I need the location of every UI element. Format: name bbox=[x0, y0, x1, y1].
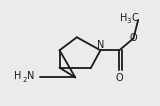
Text: 3: 3 bbox=[127, 18, 131, 24]
Text: H: H bbox=[14, 71, 22, 81]
Text: C: C bbox=[132, 13, 138, 23]
Text: H: H bbox=[120, 13, 127, 23]
Text: O: O bbox=[116, 73, 123, 83]
Text: 2: 2 bbox=[22, 77, 27, 83]
Text: N: N bbox=[27, 71, 35, 81]
Text: O: O bbox=[130, 33, 137, 43]
Text: N: N bbox=[97, 40, 104, 50]
